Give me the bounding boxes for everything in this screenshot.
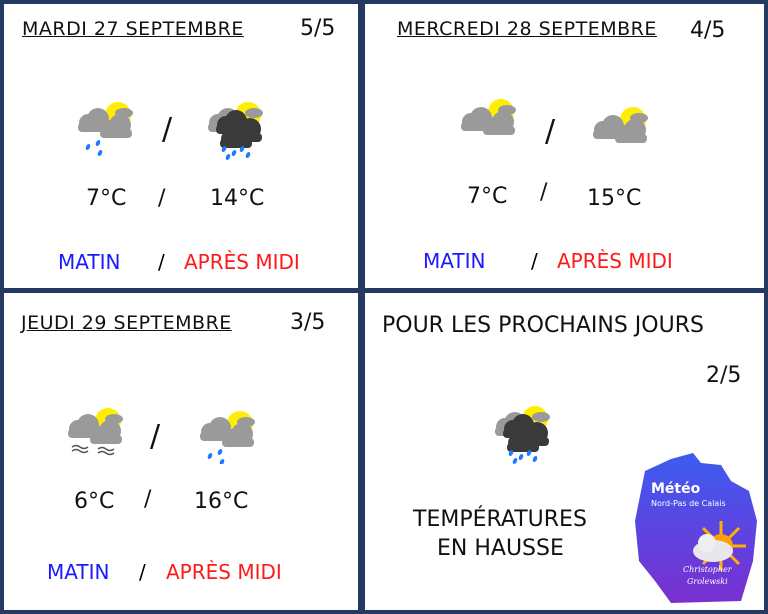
separator: / bbox=[545, 114, 556, 149]
afternoon-temp: 16°C bbox=[194, 489, 249, 514]
separator: / bbox=[139, 560, 146, 584]
logo-subtitle: Nord-Pas de Calais bbox=[651, 499, 726, 508]
day-panel-2: MERCREDI 28 SEPTEMBRE 4/5 / 7°C / 15°C M… bbox=[365, 4, 764, 288]
separator: / bbox=[150, 419, 161, 454]
day-score: 4/5 bbox=[690, 18, 726, 43]
day-score: 3/5 bbox=[290, 310, 326, 335]
day-title: MERCREDI 28 SEPTEMBRE bbox=[397, 18, 657, 40]
sun-storm-rain-icon bbox=[208, 102, 263, 161]
day-panel-3: JEUDI 29 SEPTEMBRE 3/5 / 6°C / 16°C MATI… bbox=[4, 293, 358, 610]
morning-temp: 6°C bbox=[74, 489, 115, 514]
sun-cloud-icon bbox=[593, 107, 648, 143]
separator: / bbox=[162, 112, 173, 147]
outlook-line1: TEMPÉRATURES bbox=[413, 507, 587, 532]
logo-author: Christopher bbox=[683, 565, 732, 574]
morning-label: MATIN bbox=[47, 560, 110, 584]
afternoon-temp: 15°C bbox=[587, 186, 642, 211]
outlook-title: POUR LES PROCHAINS JOURS bbox=[382, 313, 704, 338]
outlook-line2: EN HAUSSE bbox=[437, 536, 564, 561]
morning-temp: 7°C bbox=[86, 186, 127, 211]
sun-cloud-icon bbox=[461, 99, 516, 135]
meteo-logo: Météo Nord-Pas de Calais Christopher Gro… bbox=[631, 451, 761, 606]
day-title: MARDI 27 SEPTEMBRE bbox=[22, 18, 244, 40]
separator: / bbox=[531, 249, 538, 273]
day-panel-1: MARDI 27 SEPTEMBRE 5/5 / 7°C / 14°C MATI… bbox=[4, 4, 358, 288]
logo-author: Grolewski bbox=[687, 577, 728, 586]
logo-title: Météo bbox=[651, 481, 701, 497]
separator: / bbox=[158, 186, 166, 211]
morning-label: MATIN bbox=[58, 250, 121, 274]
afternoon-label: APRÈS MIDI bbox=[184, 250, 300, 274]
morning-temp: 7°C bbox=[467, 184, 508, 209]
separator: / bbox=[144, 487, 152, 512]
sun-cloud-rain-icon bbox=[200, 411, 255, 464]
sun-cloud-rain-icon bbox=[78, 102, 133, 157]
outlook-score: 2/5 bbox=[706, 363, 742, 388]
separator: / bbox=[158, 250, 165, 274]
afternoon-label: APRÈS MIDI bbox=[557, 249, 673, 273]
separator: / bbox=[540, 180, 548, 205]
sun-fog-icon bbox=[68, 408, 123, 456]
outlook-panel: POUR LES PROCHAINS JOURS 2/5 TEMPÉRATURE… bbox=[365, 293, 764, 610]
day-score: 5/5 bbox=[300, 16, 336, 41]
afternoon-temp: 14°C bbox=[210, 186, 265, 211]
morning-label: MATIN bbox=[423, 249, 486, 273]
afternoon-label: APRÈS MIDI bbox=[166, 560, 282, 584]
sun-storm-rain-icon bbox=[495, 406, 550, 465]
day-title: JEUDI 29 SEPTEMBRE bbox=[21, 312, 232, 334]
